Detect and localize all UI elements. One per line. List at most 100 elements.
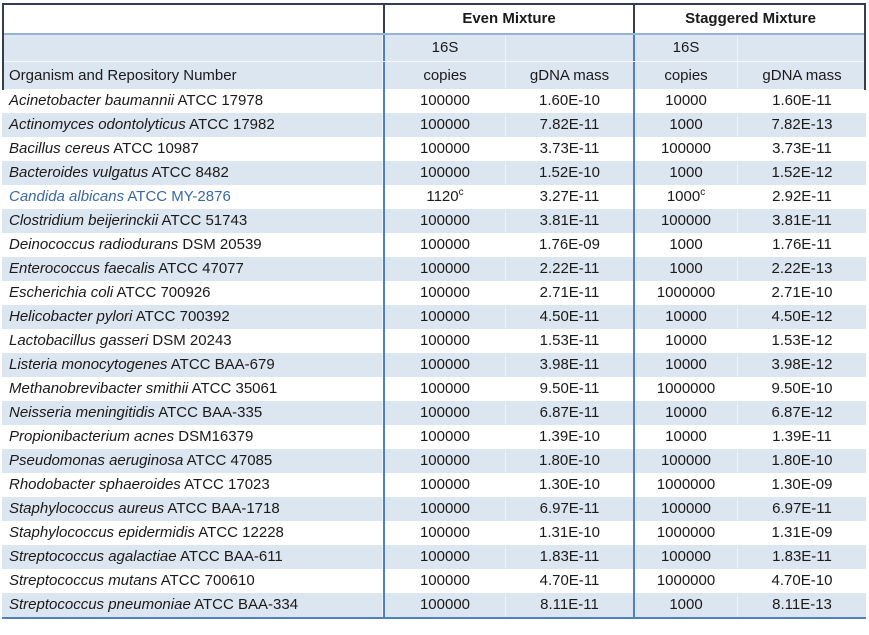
table-row: Listeria monocytogenes ATCC BAA-679 1000…	[2, 353, 866, 377]
table-row: Lactobacillus gasseri DSM 20243 100000 1…	[2, 329, 866, 353]
repository-number: ATCC 8482	[148, 164, 229, 181]
repository-number: ATCC 47077	[154, 260, 244, 277]
staggered-gdna-mass-cell: 1.39E-11	[737, 425, 866, 449]
table-row: Deinococcus radiodurans DSM 20539 100000…	[2, 233, 866, 257]
organism-cell: Propionibacterium acnes DSM16379	[2, 425, 383, 449]
staggered-gdna-mass-cell: 1.60E-11	[737, 89, 866, 113]
staggered-gdna-column-header: gDNA mass	[737, 62, 866, 89]
organism-name: Streptococcus mutans	[9, 572, 158, 589]
organism-cell: Methanobrevibacter smithii ATCC 35061	[2, 377, 383, 401]
repository-number: ATCC 17978	[174, 92, 264, 109]
repository-number: ATCC BAA-335	[154, 404, 263, 421]
staggered-16s-copies-cell: 1000000	[633, 473, 737, 497]
repository-number: ATCC BAA-679	[167, 356, 275, 373]
even-16s-copies-cell: 100000	[383, 329, 505, 353]
staggered-16s-copies-cell: 10000	[633, 401, 737, 425]
staggered-gdna-mass-cell: 1.52E-12	[737, 161, 866, 185]
organism-name: Enterococcus faecalis	[9, 260, 155, 277]
organism-name: Escherichia coli	[9, 284, 114, 301]
organism-name: Rhodobacter sphaeroides	[9, 476, 181, 493]
even-gdna-mass-cell: 3.98E-11	[505, 353, 633, 377]
even-16s-copies-cell: 100000	[383, 545, 505, 569]
organism-name: Methanobrevibacter smithii	[9, 380, 189, 397]
even-gdna-mass-cell: 1.60E-10	[505, 89, 633, 113]
organism-cell: Actinomyces odontolyticus ATCC 17982	[2, 113, 383, 137]
organism-cell: Listeria monocytogenes ATCC BAA-679	[2, 353, 383, 377]
even-gdna-mass-cell: 1.76E-09	[505, 233, 633, 257]
organism-name: Streptococcus pneumoniae	[9, 596, 191, 613]
staggered-gdna-mass-cell: 2.22E-13	[737, 257, 866, 281]
staggered-16s-copies-cell: 1000000	[633, 521, 737, 545]
staggered-gdna-mass-cell: 3.81E-11	[737, 209, 866, 233]
organism-name: Clostridium beijerinckii	[9, 212, 159, 229]
table-row: Helicobacter pylori ATCC 700392 100000 4…	[2, 305, 866, 329]
staggered-gdna-mass-cell: 1.31E-09	[737, 521, 866, 545]
even-16s-copies-cell: 100000	[383, 209, 505, 233]
repository-number: ATCC BAA-611	[176, 548, 283, 565]
repository-number: ATCC 51743	[158, 212, 248, 229]
organism-cell: Staphylococcus aureus ATCC BAA-1718	[2, 497, 383, 521]
organism-name: Deinococcus radiodurans	[9, 236, 179, 253]
even-gdna-mass-cell: 1.39E-10	[505, 425, 633, 449]
staggered-gdna-mass-cell: 7.82E-13	[737, 113, 866, 137]
organism-name: Pseudomonas aeruginosa	[9, 452, 184, 469]
organism-name: Listeria monocytogenes	[9, 356, 168, 373]
organism-cell: Pseudomonas aeruginosa ATCC 47085	[2, 449, 383, 473]
table-row: Propionibacterium acnes DSM16379 100000 …	[2, 425, 866, 449]
even-gdna-mass-cell: 4.50E-11	[505, 305, 633, 329]
table-row: Rhodobacter sphaeroides ATCC 17023 10000…	[2, 473, 866, 497]
even-16s-copies-cell: 100000	[383, 449, 505, 473]
table-row: Streptococcus agalactiae ATCC BAA-611 10…	[2, 545, 866, 569]
even-16s-copies-cell: 100000	[383, 473, 505, 497]
even-gdna-mass-cell: 1.52E-10	[505, 161, 633, 185]
staggered-gdna-mass-cell: 4.50E-12	[737, 305, 866, 329]
organism-cell: Lactobacillus gasseri DSM 20243	[2, 329, 383, 353]
group-header-row: Even Mixture Staggered Mixture	[2, 5, 866, 35]
corner-blank-cell	[2, 5, 383, 33]
table-row: Staphylococcus epidermidis ATCC 12228 10…	[2, 521, 866, 545]
header-right-border	[864, 5, 866, 90]
organism-cell: Helicobacter pylori ATCC 700392	[2, 305, 383, 329]
staggered-16s-copies-cell: 100000	[633, 209, 737, 233]
table-row: Neisseria meningitidis ATCC BAA-335 1000…	[2, 401, 866, 425]
even-mixture-group-header: Even Mixture	[383, 5, 633, 33]
table-row: Candida albicans ATCC MY-2876 1120c 3.27…	[2, 185, 866, 209]
table-row: Acinetobacter baumannii ATCC 17978 10000…	[2, 89, 866, 113]
staggered-gdna-mass-cell: 6.87E-12	[737, 401, 866, 425]
repository-number: ATCC MY-2876	[124, 188, 231, 205]
organism-cell: Streptococcus mutans ATCC 700610	[2, 569, 383, 593]
staggered-16s-copies-cell: 10000	[633, 329, 737, 353]
even-16s-copies-cell: 100000	[383, 113, 505, 137]
repository-number: DSM 20243	[148, 332, 232, 349]
even-16s-copies-cell: 1120c	[383, 185, 505, 209]
repository-number: ATCC BAA-334	[190, 596, 299, 613]
organism-cell: Clostridium beijerinckii ATCC 51743	[2, 209, 383, 233]
staggered-gdna-mass-cell: 3.73E-11	[737, 137, 866, 161]
even-16s-copies-cell: 100000	[383, 161, 505, 185]
even-16s-copies-cell: 100000	[383, 401, 505, 425]
even-16s-copies-cell: 100000	[383, 233, 505, 257]
even-16s-copies-cell: 100000	[383, 305, 505, 329]
staggered-16s-copies-cell: 10000	[633, 305, 737, 329]
organism-name: Streptococcus agalactiae	[9, 548, 177, 565]
even-gdna-mass-cell: 3.27E-11	[505, 185, 633, 209]
repository-number: ATCC 35061	[188, 380, 278, 397]
staggered-gdna-mass-cell: 1.30E-09	[737, 473, 866, 497]
staggered-16s-copies-cell: 1000000	[633, 569, 737, 593]
staggered-16s-copies-cell: 100000	[633, 545, 737, 569]
table-row: Bacteroides vulgatus ATCC 8482 100000 1.…	[2, 161, 866, 185]
organism-cell: Streptococcus pneumoniae ATCC BAA-334	[2, 593, 383, 617]
organism-cell: Staphylococcus epidermidis ATCC 12228	[2, 521, 383, 545]
repository-number: ATCC 47085	[183, 452, 273, 469]
repository-number: ATCC 700610	[157, 572, 255, 589]
blank-cell	[505, 35, 633, 61]
even-gdna-mass-cell: 1.30E-10	[505, 473, 633, 497]
blank-cell	[2, 35, 383, 61]
repository-number: ATCC BAA-1718	[164, 500, 280, 517]
staggered-gdna-mass-cell: 1.76E-11	[737, 233, 866, 257]
even-16s-copies-cell: 100000	[383, 593, 505, 617]
repository-number: ATCC 700926	[113, 284, 211, 301]
organism-name: Staphylococcus aureus	[9, 500, 165, 517]
even-16s-copies-cell: 100000	[383, 137, 505, 161]
staggered-gdna-mass-cell: 1.83E-11	[737, 545, 866, 569]
